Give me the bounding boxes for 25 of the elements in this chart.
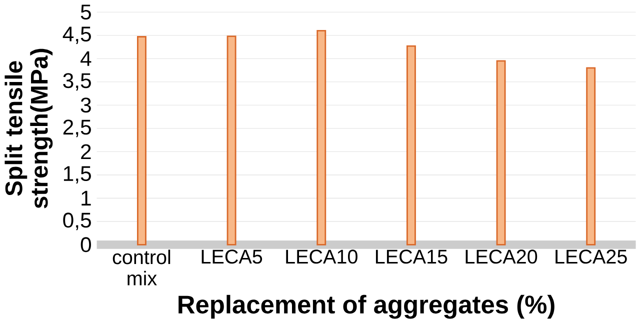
y-tick-label: 4,5 bbox=[62, 26, 91, 44]
x-tick-label: LECA25 bbox=[556, 249, 627, 264]
x-axis-title: Replacement of aggregates (%) bbox=[178, 294, 554, 319]
bar bbox=[316, 30, 326, 246]
bar bbox=[226, 35, 236, 246]
x-tick-label: LECA15 bbox=[376, 249, 448, 264]
y-tick-label: 1 bbox=[82, 190, 91, 206]
y-tick-label: 4 bbox=[80, 51, 92, 66]
y-tick-label: 3 bbox=[80, 97, 91, 112]
y-axis-title: Split tensile strength(MPa) bbox=[4, 48, 53, 208]
y-tick-label: 3,5 bbox=[63, 72, 91, 90]
x-tick-label: LECA10 bbox=[286, 249, 358, 264]
y-tick-label: 2 bbox=[81, 144, 91, 159]
y-tick-label: 2,5 bbox=[63, 119, 91, 137]
bar bbox=[496, 60, 506, 246]
x-tick-label: control mix bbox=[112, 249, 170, 285]
y-tick-label: 0 bbox=[80, 236, 91, 252]
y-tick-label: 5 bbox=[80, 4, 91, 20]
y-tick-label: 1,5 bbox=[64, 166, 91, 184]
y-tick-label: 0,5 bbox=[63, 212, 91, 230]
bar bbox=[136, 36, 146, 246]
x-tick-label: LECA5 bbox=[202, 249, 262, 264]
bar bbox=[586, 67, 596, 246]
bar bbox=[406, 45, 416, 246]
x-tick-label: LECA20 bbox=[466, 249, 538, 264]
